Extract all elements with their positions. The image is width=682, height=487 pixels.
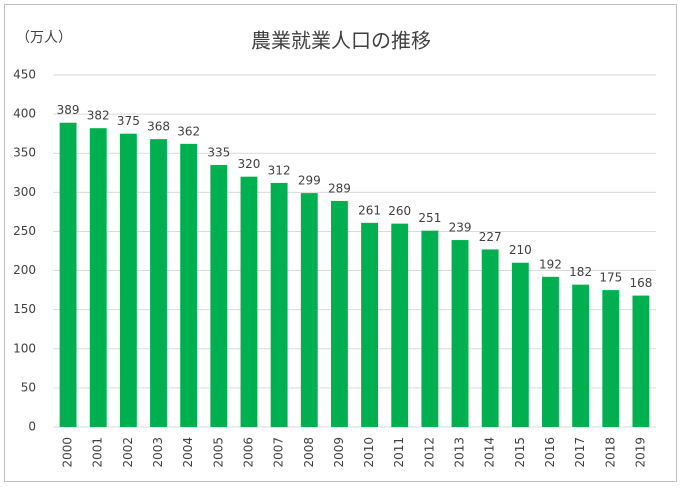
value-label: 210 [509,243,532,257]
bar [542,276,559,427]
x-tick-label: 2019 [633,437,647,468]
y-tick-label: 200 [13,263,36,277]
value-label: 320 [238,157,261,171]
x-tick-label: 2000 [61,437,75,468]
y-tick-label: 50 [21,380,36,394]
unit-label: （万人） [16,30,72,46]
x-tick-label: 2013 [453,437,467,468]
y-tick-label: 450 [13,68,36,82]
bar [572,284,590,427]
bar [421,230,439,427]
value-label: 368 [147,120,170,134]
bar [240,176,258,427]
x-tick-label: 2003 [151,437,165,468]
y-tick-label: 100 [13,341,36,355]
chart-title: 農業就業人口の推移 [251,29,431,53]
bar [59,122,77,428]
bar [451,240,469,427]
bar [119,133,137,427]
x-tick-label: 2015 [513,437,527,468]
bar [602,290,620,427]
bar [511,262,529,427]
y-tick-label: 300 [13,185,36,199]
bar [632,295,650,427]
bar [180,143,198,427]
value-label: 382 [87,109,110,123]
bar [481,249,499,427]
x-tick-label: 2012 [422,437,436,468]
x-tick-label: 2009 [332,437,346,468]
bar [270,182,288,427]
x-tick-label: 2004 [181,437,195,468]
bar [330,200,348,427]
x-tick-label: 2008 [302,437,316,468]
bar [210,164,228,427]
x-tick-label: 2016 [543,437,557,468]
value-label: 261 [358,203,381,217]
x-tick-label: 2006 [241,437,255,468]
value-label: 175 [599,271,622,285]
value-label: 312 [268,163,291,177]
bar [391,223,409,427]
x-tick-label: 2011 [392,437,406,468]
x-tick-label: 2010 [362,437,376,468]
y-tick-label: 250 [13,224,36,238]
value-label: 299 [298,174,321,188]
value-label: 239 [449,221,472,235]
value-label: 227 [479,230,502,244]
y-tick-label: 400 [13,107,36,121]
value-label: 192 [539,257,562,271]
value-label: 389 [57,103,80,117]
value-label: 260 [388,204,411,218]
x-tick-label: 2014 [483,437,497,468]
value-label: 289 [328,181,351,195]
x-tick-label: 2017 [573,437,587,468]
x-tick-label: 2018 [603,437,617,468]
value-label: 362 [177,124,200,138]
value-label: 335 [207,145,230,159]
bar [150,139,167,428]
bar [89,128,107,428]
y-tick-label: 150 [13,302,36,316]
value-label: 182 [569,265,592,279]
bar [361,222,379,427]
x-tick-label: 2002 [121,437,135,468]
x-tick-label: 2005 [211,437,225,468]
x-tick-label: 2007 [272,437,286,468]
y-tick-label: 0 [28,420,36,434]
bar [300,193,318,427]
value-label: 251 [418,211,441,225]
value-label: 375 [117,114,140,128]
y-tick-label: 350 [13,146,36,160]
value-label: 168 [629,276,652,290]
x-tick-label: 2001 [91,437,105,468]
